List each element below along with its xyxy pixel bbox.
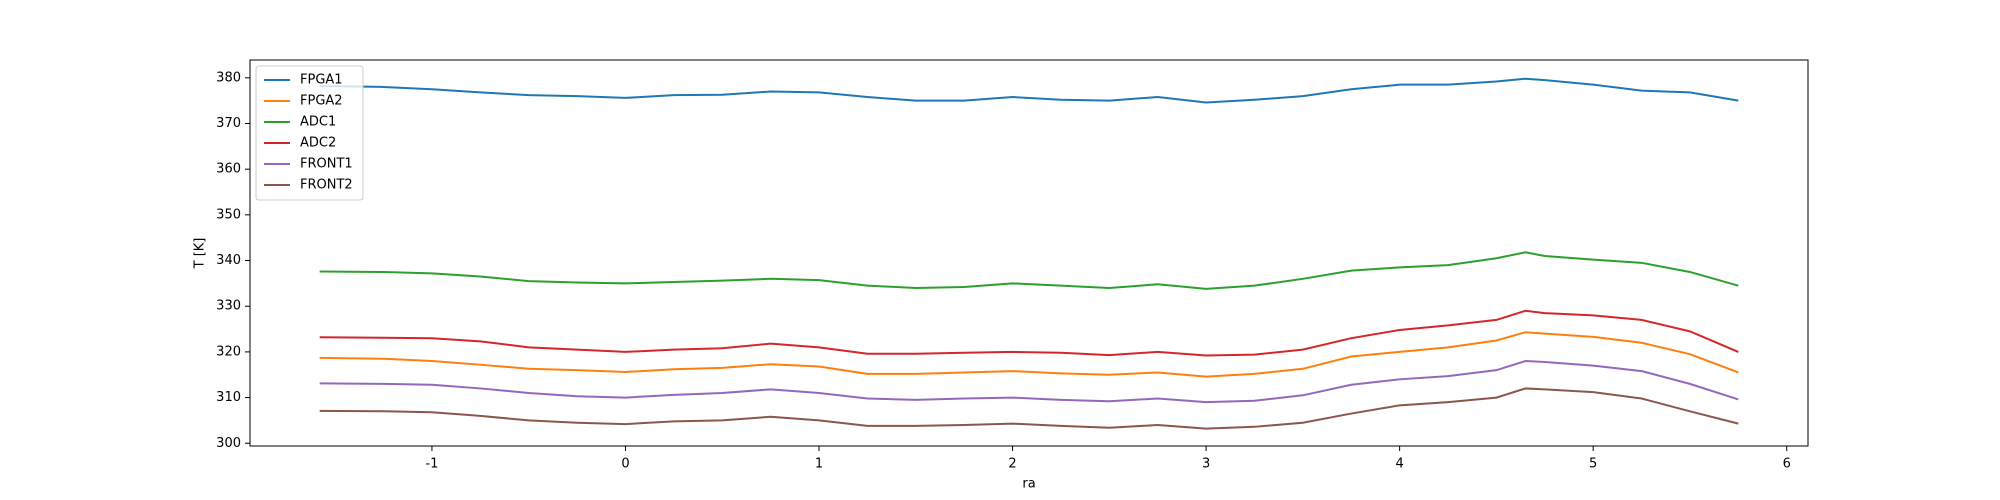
y-tick-label: 360	[216, 162, 241, 177]
y-tick-label: 330	[216, 299, 241, 314]
plot-frame	[249, 59, 1809, 447]
x-tick-label: 2	[1008, 457, 1016, 472]
series-line	[319, 309, 1739, 357]
y-tick-label: 380	[216, 70, 241, 85]
legend-box	[255, 65, 364, 201]
y-tick-label: 370	[216, 116, 241, 131]
legend-label: FRONT2	[300, 178, 353, 193]
legend-label: ADC1	[300, 115, 336, 130]
legend-label: FPGA1	[300, 73, 343, 88]
x-axis-label: ra	[1022, 477, 1035, 492]
series-line	[319, 360, 1739, 404]
y-tick-label: 340	[216, 253, 241, 268]
x-tick-label: 4	[1395, 457, 1403, 472]
y-axis-label: T [K]	[193, 238, 208, 270]
y-tick-label: 310	[216, 390, 241, 405]
legend-label: FPGA2	[300, 94, 343, 109]
series-line	[319, 331, 1739, 378]
legend: FPGA1 FPGA2 ADC1 ADC2 FRONT1 FRONT2	[255, 65, 364, 201]
x-tick-label: 5	[1589, 457, 1597, 472]
x-tick-label: 3	[1202, 457, 1210, 472]
x-tick-label: 0	[621, 457, 629, 472]
legend-label: ADC2	[300, 136, 336, 151]
y-tick-label: 320	[216, 344, 241, 359]
series-line	[319, 387, 1739, 430]
x-tick-label: 6	[1783, 457, 1791, 472]
x-tick-label: 1	[815, 457, 823, 472]
y-tick-label: 350	[216, 207, 241, 222]
y-tick-label: 300	[216, 436, 241, 451]
series-line	[319, 77, 1739, 104]
legend-label: FRONT1	[300, 157, 353, 172]
series-line	[319, 251, 1739, 290]
x-tick-label: -1	[425, 457, 438, 472]
